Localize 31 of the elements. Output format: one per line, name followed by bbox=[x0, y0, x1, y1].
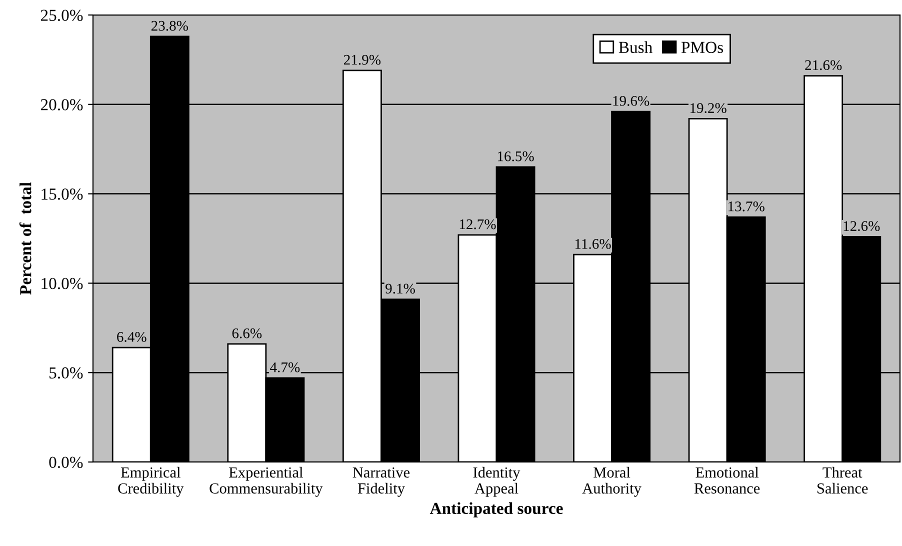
y-tick-label: 0.0% bbox=[49, 456, 83, 468]
data-label: 9.1% bbox=[386, 284, 415, 294]
y-tick-label: 20.0% bbox=[40, 99, 83, 110]
data-label: 11.6% bbox=[575, 239, 611, 249]
x-tick-label: Emotional Resonance bbox=[694, 466, 760, 494]
legend-label: Bush bbox=[618, 41, 652, 54]
y-tick-label: 5.0% bbox=[50, 367, 83, 379]
data-label: 12.7% bbox=[460, 219, 496, 230]
y-tick-label: 10.0% bbox=[42, 278, 83, 290]
data-label: 19.2% bbox=[690, 103, 726, 114]
x-tick-label: Moral Authority bbox=[582, 466, 642, 497]
data-label: 12.6% bbox=[844, 221, 880, 232]
x-tick-label: Identity Appeal bbox=[473, 466, 520, 497]
data-label: 6.6% bbox=[232, 328, 262, 338]
x-axis-title: Anticipated source bbox=[430, 502, 563, 518]
data-label: 21.9% bbox=[344, 54, 381, 65]
y-tick-label: 25.0% bbox=[40, 10, 83, 22]
data-label: 23.8% bbox=[151, 20, 188, 31]
x-tick-label: Narrative Fidelity bbox=[352, 467, 410, 497]
data-label: 21.6% bbox=[805, 60, 842, 70]
x-tick-label: Threat Salience bbox=[818, 466, 868, 494]
x-tick-label: Experiential Commensurability bbox=[210, 466, 323, 497]
data-label: 6.4% bbox=[117, 332, 146, 342]
y-tick-label: 15.0% bbox=[42, 188, 83, 200]
data-label: 4.7% bbox=[270, 362, 300, 372]
data-label: 13.7% bbox=[728, 201, 764, 212]
data-label: 19.6% bbox=[613, 96, 650, 106]
legend-label: PMOs bbox=[681, 42, 723, 54]
y-axis-title: Percent of total bbox=[19, 182, 32, 295]
data-label: 16.5% bbox=[498, 151, 534, 162]
x-tick-label: Empirical Credibility bbox=[118, 466, 184, 497]
